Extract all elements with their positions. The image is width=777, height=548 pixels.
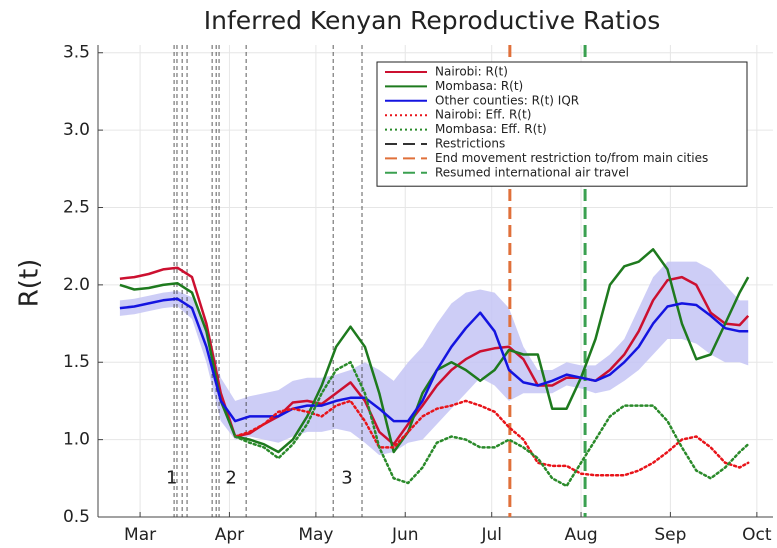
y-tick-label: 1.0 — [63, 430, 90, 450]
y-axis-label: R(t) — [15, 259, 45, 308]
legend-label: End movement restriction to/from main ci… — [435, 151, 708, 165]
y-tick-label: 2.5 — [63, 197, 90, 217]
legend: Nairobi: R(t)Mombasa: R(t)Other counties… — [376, 61, 748, 187]
iqr-band — [119, 261, 749, 456]
legend-label: Nairobi: Eff. R(t) — [435, 108, 531, 122]
y-tick-label: 2.0 — [63, 275, 90, 295]
y-tick-label: 3.0 — [63, 120, 90, 140]
series-line — [119, 297, 749, 423]
x-tick-label: Mar — [124, 525, 156, 545]
legend-label: Mombasa: R(t) — [435, 79, 523, 93]
y-tick-label: 1.5 — [63, 352, 90, 372]
chart-title: Inferred Kenyan Reproductive Ratios — [204, 6, 661, 35]
legend-label: Mombasa: Eff. R(t) — [435, 122, 547, 136]
legend-label: Other counties: R(t) IQR — [435, 93, 579, 107]
annotation: 2 — [225, 467, 236, 488]
legend-label: Resumed international air travel — [435, 165, 629, 179]
legend-label: Restrictions — [435, 137, 505, 151]
x-tick-label: Aug — [564, 525, 597, 545]
x-tick-label: May — [298, 525, 333, 545]
legend-box — [376, 61, 748, 187]
y-tick-label: 0.5 — [63, 507, 90, 527]
x-tick-label: Apr — [215, 525, 244, 545]
series-line — [233, 360, 750, 488]
x-tick-label: Oct — [742, 525, 772, 545]
series-line — [233, 399, 750, 477]
x-tick-label: Jun — [391, 525, 419, 545]
x-tick-label: Sep — [654, 525, 686, 545]
x-tick-label: Jul — [480, 525, 502, 545]
y-tick-label: 3.5 — [63, 43, 90, 63]
legend-label: Nairobi: R(t) — [435, 65, 508, 79]
annotation: 3 — [341, 467, 352, 488]
annotation: 1 — [166, 467, 177, 488]
